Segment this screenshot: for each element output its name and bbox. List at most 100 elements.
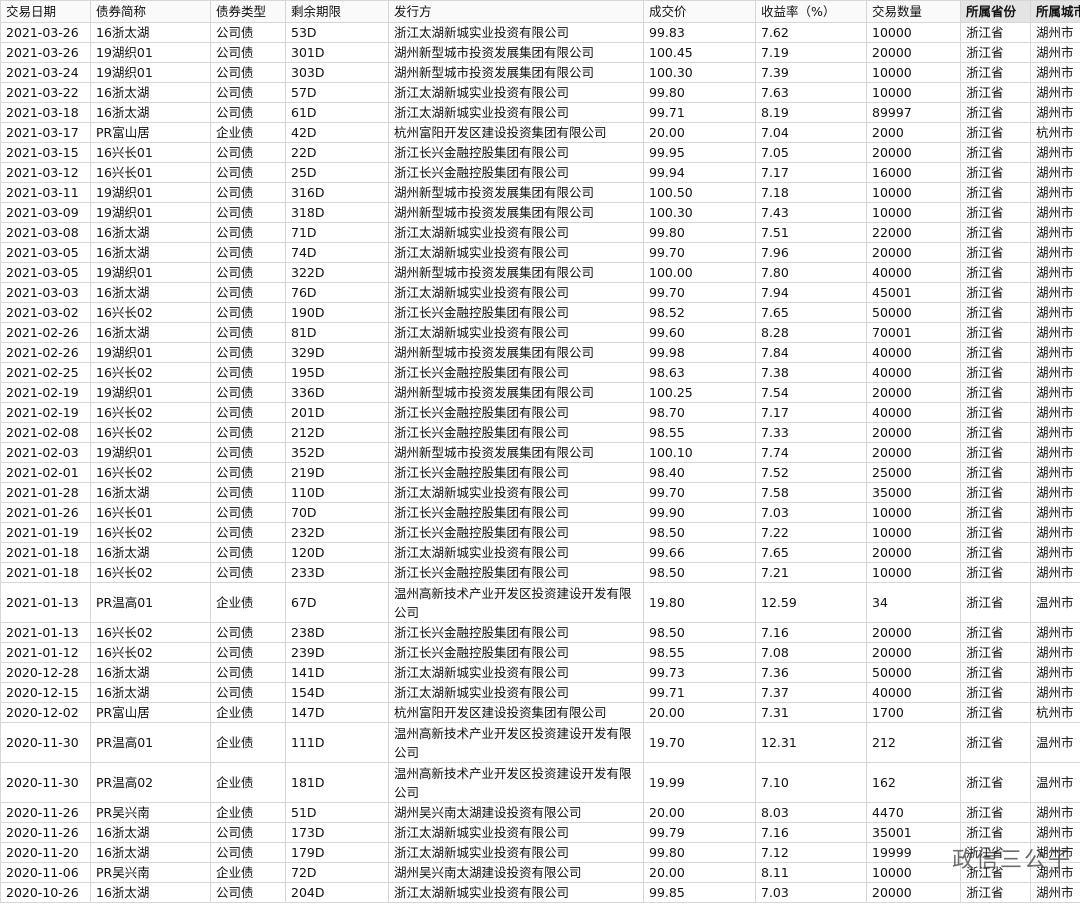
table-cell: 16浙太湖	[90, 102, 211, 123]
table-row: 2021-03-02 16兴长02 公司债 190D 浙江长兴金融控股集团有限公司 98.…	[0, 302, 1080, 323]
table-cell: 湖州市	[1030, 322, 1080, 343]
table-cell: 杭州富阳开发区建设投资集团有限公司	[388, 702, 644, 723]
table-cell: 173D	[285, 822, 389, 843]
table-cell: 70001	[866, 322, 961, 343]
table-cell: 99.95	[643, 142, 756, 163]
table-cell: 湖州市	[1030, 22, 1080, 43]
table-cell: 98.50	[643, 522, 756, 543]
table-cell: 7.22	[755, 522, 867, 543]
table-row: 2020-11-20 16浙太湖 公司债 179D 浙江太湖新城实业投资有限公司 99.8…	[0, 842, 1080, 863]
table-row: 2021-01-12 16兴长02 公司债 239D 浙江长兴金融控股集团有限公司 98.…	[0, 642, 1080, 663]
table-cell: 2021-01-18	[0, 562, 91, 583]
table-row: 2020-11-26 16浙太湖 公司债 173D 浙江太湖新城实业投资有限公司 99.7…	[0, 822, 1080, 843]
column-header: 交易数量	[866, 0, 961, 23]
table-cell: 浙江长兴金融控股集团有限公司	[388, 422, 644, 443]
table-cell: 25000	[866, 462, 961, 483]
table-cell: 98.40	[643, 462, 756, 483]
table-cell: 8.19	[755, 102, 867, 123]
table-cell: 湖州新型城市投资发展集团有限公司	[388, 62, 644, 83]
table-cell: 50000	[866, 302, 961, 323]
table-cell: 303D	[285, 62, 389, 83]
table-cell: 10000	[866, 22, 961, 43]
table-row: 2021-03-12 16兴长01 公司债 25D 浙江长兴金融控股集团有限公司 99.9…	[0, 162, 1080, 183]
table-cell: 7.96	[755, 242, 867, 263]
table-cell: 99.80	[643, 82, 756, 103]
table-cell: 湖州市	[1030, 642, 1080, 663]
table-cell: 195D	[285, 362, 389, 383]
table-cell: 公司债	[210, 482, 286, 503]
table-cell: 35001	[866, 822, 961, 843]
table-cell: 7.58	[755, 482, 867, 503]
table-row: 2021-02-01 16兴长02 公司债 219D 浙江长兴金融控股集团有限公司 98.…	[0, 462, 1080, 483]
table-cell: 湖州市	[1030, 222, 1080, 243]
table-cell: 40000	[866, 362, 961, 383]
table-cell: 浙江省	[960, 482, 1031, 503]
table-cell: 公司债	[210, 402, 286, 423]
table-cell: 2021-03-05	[0, 242, 91, 263]
table-cell: 企业债	[210, 722, 286, 763]
table-cell: 7.65	[755, 542, 867, 563]
table-cell: 公司债	[210, 22, 286, 43]
table-cell: 16浙太湖	[90, 822, 211, 843]
table-cell: 浙江太湖新城实业投资有限公司	[388, 842, 644, 863]
table-cell: 16浙太湖	[90, 322, 211, 343]
table-cell: 浙江太湖新城实业投资有限公司	[388, 482, 644, 503]
table-cell: 147D	[285, 702, 389, 723]
table-cell: 浙江省	[960, 442, 1031, 463]
table-cell: 20.00	[643, 802, 756, 823]
table-cell: 212	[866, 722, 961, 763]
table-cell: 40000	[866, 342, 961, 363]
table-row: 2021-02-26 16浙太湖 公司债 81D 浙江太湖新城实业投资有限公司 99.60…	[0, 322, 1080, 343]
table-row: 2020-11-26 PR吴兴南 企业债 51D 湖州吴兴南太湖建设投资有限公司 20.0…	[0, 802, 1080, 823]
table-cell: 19湖织01	[90, 62, 211, 83]
table-cell: 16兴长02	[90, 462, 211, 483]
table-row: 2021-03-03 16浙太湖 公司债 76D 浙江太湖新城实业投资有限公司 99.70…	[0, 282, 1080, 303]
table-row: 2021-03-26 16浙太湖 公司债 53D 浙江太湖新城实业投资有限公司 99.83…	[0, 22, 1080, 43]
table-cell: 10000	[866, 182, 961, 203]
table-cell: 16浙太湖	[90, 222, 211, 243]
table-cell: 16浙太湖	[90, 542, 211, 563]
table-cell: 浙江太湖新城实业投资有限公司	[388, 222, 644, 243]
table-cell: 浙江省	[960, 282, 1031, 303]
table-row: 2021-02-19 19湖织01 公司债 336D 湖州新型城市投资发展集团有限公司 1…	[0, 382, 1080, 403]
table-cell: 浙江太湖新城实业投资有限公司	[388, 682, 644, 703]
table-cell: 温州市	[1030, 582, 1080, 623]
table-cell: 公司债	[210, 62, 286, 83]
table-cell: 2020-11-30	[0, 722, 91, 763]
table-cell: 98.55	[643, 642, 756, 663]
column-header: 所属城市	[1030, 0, 1080, 23]
table-cell: 98.55	[643, 422, 756, 443]
table-cell: 16浙太湖	[90, 242, 211, 263]
table-cell: 7.17	[755, 402, 867, 423]
table-cell: 公司债	[210, 642, 286, 663]
table-row: 2021-01-13 16兴长02 公司债 238D 浙江长兴金融控股集团有限公司 98.…	[0, 622, 1080, 643]
table-cell: 329D	[285, 342, 389, 363]
table-cell: 浙江太湖新城实业投资有限公司	[388, 882, 644, 903]
table-cell: 98.63	[643, 362, 756, 383]
table-cell: 2021-02-03	[0, 442, 91, 463]
table-cell: 99.79	[643, 822, 756, 843]
table-cell: 232D	[285, 522, 389, 543]
table-cell: 企业债	[210, 122, 286, 143]
table-cell: 公司债	[210, 142, 286, 163]
table-cell: 16浙太湖	[90, 882, 211, 903]
table-cell: 湖州市	[1030, 662, 1080, 683]
table-cell: 20000	[866, 382, 961, 403]
table-cell: 16兴长02	[90, 562, 211, 583]
table-cell: 浙江省	[960, 262, 1031, 283]
table-cell: 2021-03-17	[0, 122, 91, 143]
table-cell: 湖州新型城市投资发展集团有限公司	[388, 182, 644, 203]
table-cell: 99.80	[643, 222, 756, 243]
table-cell: 2021-01-13	[0, 622, 91, 643]
table-cell: 湖州市	[1030, 502, 1080, 523]
table-cell: 7.74	[755, 442, 867, 463]
table-cell: 公司债	[210, 282, 286, 303]
table-cell: 2021-02-19	[0, 382, 91, 403]
table-cell: 19湖织01	[90, 202, 211, 223]
table-cell: 公司债	[210, 302, 286, 323]
table-cell: 湖州市	[1030, 462, 1080, 483]
table-cell: 99.71	[643, 682, 756, 703]
table-cell: 16兴长02	[90, 402, 211, 423]
table-cell: 杭州市	[1030, 702, 1080, 723]
